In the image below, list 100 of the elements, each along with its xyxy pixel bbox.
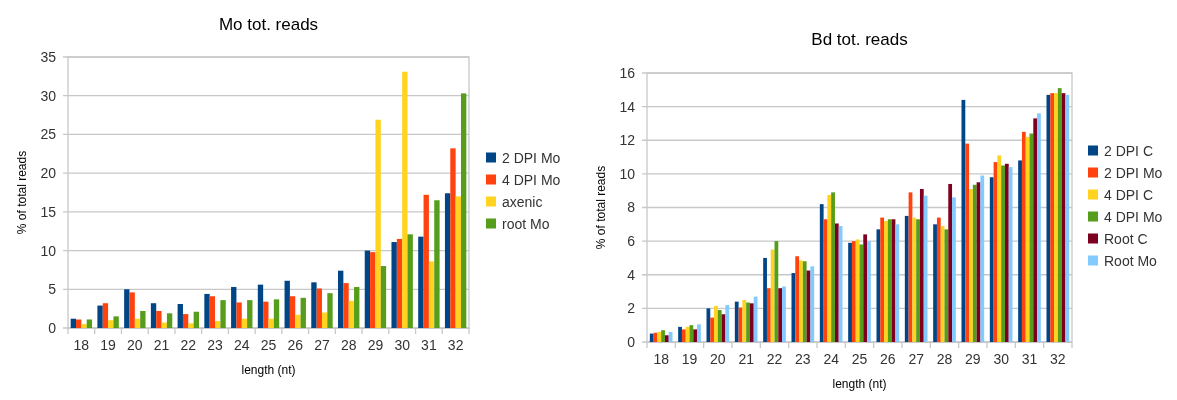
bar	[895, 224, 900, 342]
bar	[1065, 94, 1070, 342]
bar	[348, 300, 355, 328]
bar	[1008, 167, 1013, 342]
bar	[1021, 131, 1026, 342]
y-tick-label: 15	[40, 203, 57, 220]
bar	[204, 293, 210, 328]
bar	[102, 303, 109, 328]
bar	[799, 260, 803, 342]
x-tick-label: 30	[993, 350, 1010, 367]
bar	[166, 313, 173, 328]
bar	[923, 195, 928, 342]
bar	[763, 257, 767, 342]
bar	[188, 323, 194, 328]
x-tick-label: 24	[823, 350, 840, 367]
bar	[933, 224, 937, 342]
legend-label: 4 DPI C	[1104, 186, 1154, 203]
bar	[70, 318, 77, 328]
bar	[884, 220, 888, 342]
bar	[904, 215, 909, 342]
bar	[863, 234, 868, 342]
legend-label: root Mo	[502, 215, 550, 232]
bar	[247, 300, 253, 328]
bar	[753, 296, 758, 342]
bar	[725, 305, 730, 342]
x-tick-label: 31	[421, 336, 437, 353]
x-tick-label: 19	[681, 350, 698, 367]
bar	[129, 292, 135, 328]
bar	[1004, 163, 1009, 342]
y-tick-label: 10	[40, 242, 57, 259]
y-tick-label: 35	[40, 48, 57, 65]
bar	[810, 266, 815, 342]
bar	[697, 324, 701, 342]
x-tick-label: 25	[851, 350, 868, 367]
x-tick-label: 23	[207, 336, 224, 353]
y-tick-label: 30	[40, 87, 57, 104]
bar	[657, 331, 662, 342]
x-tick-label: 29	[965, 350, 981, 367]
bar	[965, 143, 970, 342]
bar	[851, 241, 856, 342]
y-tick-label: 4	[627, 266, 636, 283]
bar	[969, 189, 973, 342]
bar	[997, 155, 1002, 342]
bar	[919, 189, 924, 342]
bar	[952, 197, 956, 342]
bar	[236, 302, 242, 328]
bar	[668, 331, 673, 342]
bar	[81, 324, 87, 328]
bar	[257, 284, 264, 328]
bar	[710, 317, 715, 342]
bar	[664, 335, 669, 342]
y-tick-label: 10	[619, 165, 636, 182]
bar	[887, 219, 892, 342]
y-tick-label: 20	[40, 165, 57, 182]
y-tick-label: 0	[627, 333, 636, 350]
x-tick-label: 19	[100, 336, 117, 353]
bar	[375, 119, 381, 328]
bar	[177, 304, 183, 328]
bar	[263, 301, 269, 328]
bar	[338, 270, 344, 328]
bar	[209, 296, 216, 328]
y-tick-label: 25	[40, 126, 57, 143]
legend-label: 2 DPI Mo	[1104, 164, 1163, 181]
bar	[370, 252, 376, 328]
bar	[834, 223, 839, 342]
bar	[661, 330, 665, 342]
bar	[782, 286, 786, 342]
x-tick-label: 23	[795, 350, 811, 367]
x-tick-label: 26	[287, 336, 304, 353]
bar	[1054, 93, 1058, 342]
x-tick-label: 27	[314, 336, 330, 353]
bar	[391, 242, 397, 328]
bar	[912, 217, 917, 342]
x-tick-label: 26	[880, 350, 896, 367]
bar	[827, 194, 832, 342]
bar	[1037, 113, 1041, 342]
x-tick-label: 31	[1021, 350, 1038, 367]
bar	[819, 204, 824, 342]
y-tick-label: 5	[48, 281, 57, 298]
bar	[460, 93, 467, 328]
x-tick-label: 20	[710, 350, 726, 367]
bar	[714, 305, 718, 342]
y-tick-label: 6	[627, 233, 636, 250]
bar	[215, 321, 221, 328]
y-tick-label: 2	[627, 300, 636, 317]
x-tick-label: 20	[127, 336, 143, 353]
bar	[749, 303, 754, 342]
x-tick-label: 30	[394, 336, 411, 353]
bar	[402, 71, 408, 328]
bar	[444, 193, 451, 328]
bar	[140, 310, 146, 328]
bar	[354, 286, 360, 328]
bar	[295, 314, 301, 328]
bar	[407, 234, 413, 328]
bar	[778, 288, 783, 342]
bar	[1033, 118, 1038, 342]
bar	[268, 318, 274, 328]
bar	[455, 196, 461, 328]
bar	[681, 329, 686, 342]
bar	[770, 249, 775, 342]
